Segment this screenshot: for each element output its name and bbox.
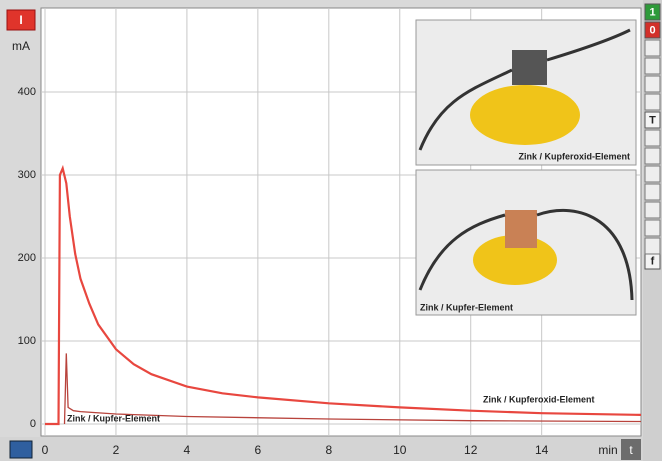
x-tick-label: 6 (255, 443, 262, 457)
x-tick-label: 10 (393, 443, 407, 457)
toolbar-button[interactable] (645, 148, 660, 164)
toolbar-button[interactable] (645, 220, 660, 236)
toolbar-label: T (649, 114, 656, 126)
series-annotation: Zink / Kupfer-Element (67, 413, 160, 423)
graph-icon[interactable] (10, 441, 32, 458)
x-tick-label: 0 (42, 443, 49, 457)
x-tick-label: 8 (325, 443, 332, 457)
photo-top: Zink / Kupferoxid-Element (416, 20, 636, 165)
y-quantity: I (19, 13, 22, 27)
y-tick-label: 300 (18, 169, 36, 181)
y-tick-label: 0 (30, 418, 36, 430)
toolbar-button[interactable] (645, 184, 660, 200)
photo-bottom: Zink / Kupfer-Element (416, 170, 636, 315)
x-unit: min (598, 443, 617, 457)
toolbar-button[interactable] (645, 130, 660, 146)
series-annotation: Zink / Kupferoxid-Element (483, 394, 595, 404)
y-tick-label: 200 (18, 252, 36, 264)
toolbar-buttons: 1 0 Tf (645, 4, 660, 269)
toolbar-button[interactable] (645, 202, 660, 218)
toolbar-label: f (651, 255, 655, 267)
toolbar-button[interactable] (645, 58, 660, 74)
x-tick-label: 12 (464, 443, 478, 457)
toolbar-button[interactable] (645, 40, 660, 56)
toolbar-button[interactable] (645, 166, 660, 182)
y-tick-label: 100 (18, 335, 36, 347)
x-tick-label: 14 (535, 443, 549, 457)
y-unit: mA (12, 39, 30, 53)
toolbar-button[interactable] (645, 94, 660, 110)
photo-caption: Zink / Kupferoxid-Element (518, 151, 630, 161)
x-tick-label: 2 (113, 443, 120, 457)
photo-caption: Zink / Kupfer-Element (420, 302, 513, 312)
y-tick-label: 400 (18, 86, 36, 98)
toolbar-button[interactable] (645, 238, 660, 254)
app-window: I mA min t 10Tf Zink / Kupferoxid-Elemen… (0, 0, 662, 461)
x-tick-label: 4 (184, 443, 191, 457)
toolbar-label: 0 (649, 24, 655, 36)
toolbar-label: 1 (649, 6, 655, 18)
toolbar-button[interactable] (645, 76, 660, 92)
